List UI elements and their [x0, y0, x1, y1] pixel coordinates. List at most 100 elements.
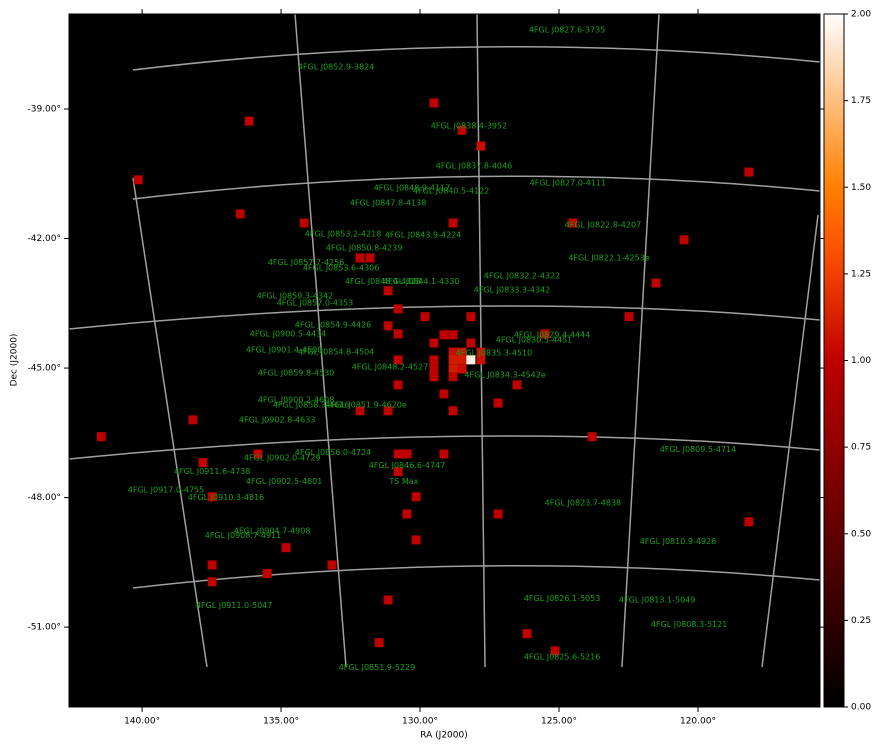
source-label: 4FGL J0848.9-4117 [374, 184, 451, 193]
ts-pixels [96, 98, 754, 656]
source-label: 4FGL J0827.0-4111 [530, 178, 607, 187]
ts-pixel [457, 355, 467, 365]
ts-pixel [393, 329, 403, 339]
ts-pixel [476, 355, 486, 365]
grid-curve [132, 565, 821, 589]
source-label: 4FGL J0854.8-4504 [298, 348, 375, 357]
ts-pixel [355, 406, 365, 416]
ts-pixel [476, 141, 486, 151]
source-label: 4FGL J0917.0-4755 [128, 485, 205, 494]
ts-pixel [540, 329, 550, 339]
grid-curve [68, 435, 821, 460]
ts-pixel [448, 218, 458, 228]
source-label: 4FGL J0810.9-4926 [640, 537, 717, 546]
ts-pixel [744, 167, 754, 177]
source-label: 4FGL J0848.2-4527 [352, 362, 429, 371]
grid-curve [68, 305, 821, 330]
source-label: 4FGL J0850.8-4239 [326, 244, 403, 253]
source-label: 4FGL J0832.2-4322 [484, 272, 561, 281]
colorbar-tick-label: 0.25 [851, 616, 871, 626]
x-tick-label: 135.00° [263, 717, 299, 727]
ts-pixel [429, 364, 439, 374]
ts-pixel [393, 467, 403, 477]
ts-pixel [429, 355, 439, 365]
ts-pixel [96, 432, 106, 442]
ts-pixel [439, 449, 449, 459]
ts-pixel [393, 304, 403, 314]
source-label: 4FGL J0813.1-5049 [619, 595, 696, 604]
source-label: 4FGL J0834.3-4542e [464, 370, 545, 379]
source-label: 4FGL J0826.1-5053 [524, 594, 601, 603]
ts-pixel [281, 543, 291, 553]
source-label: 4FGL J0856.0-4724 [295, 448, 372, 457]
ts-pixel [383, 406, 393, 416]
source-label: 4FGL J0911.6-4738 [174, 467, 251, 476]
ts-pixel [651, 278, 661, 288]
source-label: 4FGL J0844.1-4330 [383, 277, 460, 286]
source-label: 4FGL J0858.3-4616 [273, 400, 350, 409]
ts-pixel [393, 449, 403, 459]
ts-pixel [448, 355, 458, 365]
ts-pixel [448, 330, 458, 340]
colorbar-tick-label: 1.50 [851, 183, 871, 193]
y-tick-label: -42.00° [27, 234, 61, 244]
ts-pixel [188, 415, 198, 425]
plot-frame [68, 13, 821, 708]
ts-pixel [411, 492, 421, 502]
source-label: 4FGL J0822.8-4207 [565, 221, 642, 230]
ts-pixel [207, 492, 217, 502]
ts-pixel [512, 380, 522, 390]
ts-pixel [327, 560, 337, 570]
source-label: 4FGL J0859.8-4530 [258, 368, 335, 377]
ts-pixel [448, 406, 458, 416]
colorbar-tick-label: 2.00 [851, 10, 871, 20]
grid-curve [761, 214, 819, 668]
grid-curve [132, 177, 208, 668]
ts-pixel [493, 509, 503, 519]
ts-pixel [133, 175, 143, 185]
ts-pixel [429, 338, 439, 348]
ts-pixel [429, 98, 439, 108]
source-label: 4FGL J0825.6-5216 [524, 652, 601, 661]
ts-pixel [374, 638, 384, 648]
source-label: 4FGL J0857.0-4353 [277, 298, 354, 307]
ts-pixel [429, 372, 439, 382]
grid-curve [132, 46, 821, 71]
colorbar-tick-label: 1.25 [851, 269, 871, 279]
source-label: 4FGL J0847.8-4138 [350, 199, 427, 208]
ts-pixel [522, 629, 532, 639]
ts-pixel [457, 347, 467, 357]
source-label: 4FGL J0822.1-4253e [568, 253, 649, 262]
source-label: 4FGL J0900.5-4434 [250, 329, 327, 338]
ts-pixel [550, 646, 560, 656]
colorbar [823, 13, 845, 708]
source-label: 4FGL J0901.4-4500 [246, 345, 323, 354]
y-tick-label: -39.00° [27, 104, 61, 114]
source-label: 4FGL J0835.3-4510 [456, 348, 533, 357]
grid-curve [294, 13, 347, 668]
source-label: 4FGL J0859.3-4342 [257, 291, 334, 300]
ts-pixel [253, 449, 263, 459]
source-label: 4FGL J0853.2-4218 [305, 229, 382, 238]
source-label: 4FGL J0848.4-4328 [345, 277, 422, 286]
ts-pixel [587, 432, 597, 442]
x-tick-label: 125.00° [541, 717, 577, 727]
ts-pixel [457, 125, 467, 135]
source-label: 4FGL J0857.7-4256 [268, 258, 345, 267]
colorbar-tick-label: 0.00 [851, 703, 871, 713]
ts-pixel [383, 321, 393, 331]
y-tick-label: -48.00° [27, 493, 61, 503]
source-label: 4FGL J0853.6-4306 [303, 263, 380, 272]
source-label: 4FGL J0911.0-5047 [196, 601, 273, 610]
ts-pixel [493, 398, 503, 408]
source-label: 4FGL J0837.8-4046 [436, 161, 513, 170]
source-label: 4FGL J0910.3-4816 [188, 493, 265, 502]
ts-pixel [411, 535, 421, 545]
ts-pixel [383, 286, 393, 296]
source-label: 4FGL J0830.5-4451 [496, 335, 573, 344]
x-tick-label: 130.00° [402, 717, 438, 727]
source-label: 4FGL J0827.6-3735 [529, 25, 606, 34]
ts-pixel [402, 509, 412, 519]
x-tick-label: 140.00° [124, 717, 160, 727]
ts-pixel [448, 364, 458, 374]
